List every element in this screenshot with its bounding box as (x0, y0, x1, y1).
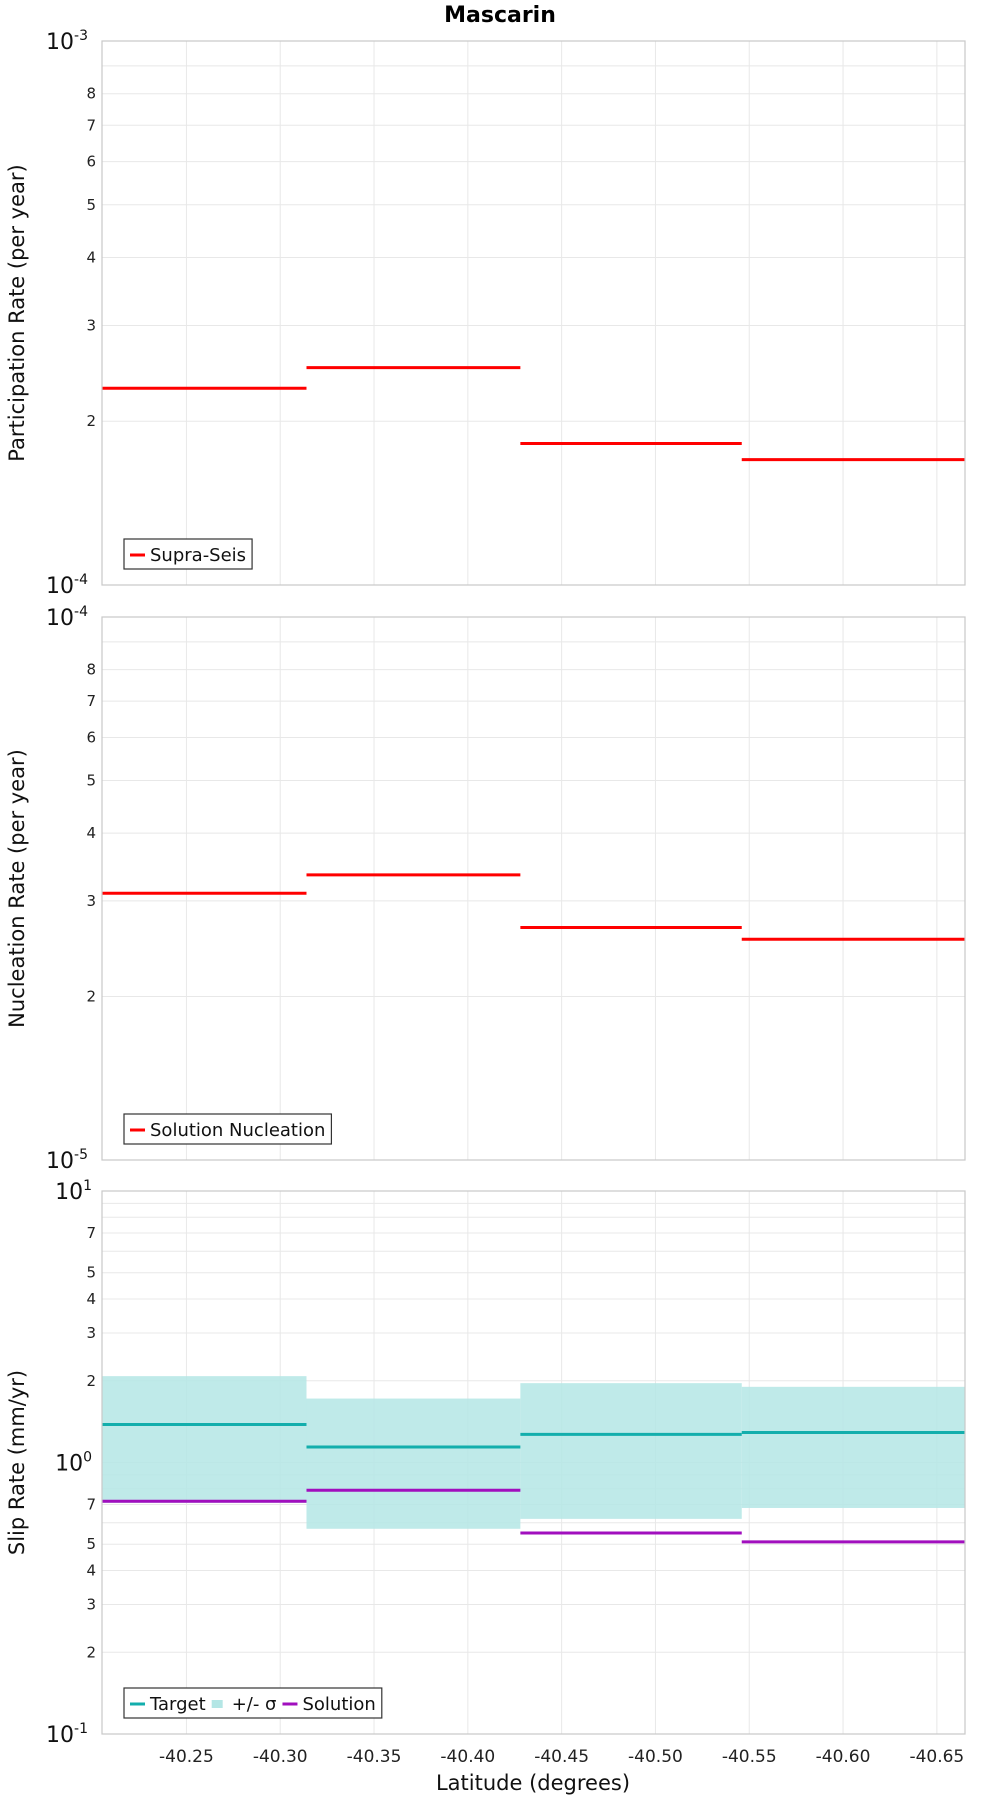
plot-frame (101, 616, 966, 1161)
y-axis-label: Participation Rate (per year) (5, 164, 29, 461)
y-tick-label: 5 (86, 196, 96, 214)
chart-panels: 2 3 4 5 6 7 8 10-3 10-4 Participation Rate (per y… (5, 28, 966, 1767)
legend: Solution Nucleation (123, 1113, 333, 1145)
y-tick-label: 3 (86, 892, 96, 910)
x-tick-label: -40.30 (253, 1747, 308, 1767)
x-tick-label: -40.60 (816, 1747, 871, 1767)
x-tick-label: -40.40 (440, 1747, 495, 1767)
y-tick-label: 3 (86, 1324, 96, 1342)
chart-title: Mascarin (444, 3, 556, 28)
y-axis-label: Nucleation Rate (per year) (5, 749, 29, 1028)
y-tick-label: 2 (86, 988, 96, 1006)
y-tick-label: 6 (86, 728, 96, 746)
legend: Target +/- σ Solution (123, 1687, 383, 1719)
x-tick-label: -40.50 (628, 1747, 683, 1767)
y-tick-label: 4 (86, 248, 96, 266)
plot-frame (101, 1190, 966, 1735)
panel-3: 2 3 4 5 7 2 3 4 5 7 101 100 10-1 Slip Rate (mm/yr) Tar… (5, 1178, 966, 1767)
y-tick-label: 7 (86, 116, 96, 134)
plot-frame (101, 40, 966, 586)
legend-box (123, 538, 253, 570)
x-tick-label: -40.55 (722, 1747, 777, 1767)
y-tick-label: 8 (86, 85, 96, 103)
y-major-label: 10-1 (46, 1721, 88, 1748)
x-tick-label: -40.35 (347, 1747, 402, 1767)
y-tick-label: 2 (86, 412, 96, 430)
panel-1: 2 3 4 5 6 7 8 10-3 10-4 Participation Rate (per y… (5, 28, 966, 599)
y-tick-label: 7 (86, 1224, 96, 1242)
y-tick-label: 4 (86, 824, 96, 842)
y-major-label: 10-4 (46, 572, 88, 599)
y-tick-label: 3 (86, 1595, 96, 1613)
legend-entry-label: Solution Nucleation (150, 1120, 325, 1141)
legend-entry-label: +/- σ (232, 1694, 277, 1715)
legend-entry-label: Supra-Seis (150, 545, 246, 566)
y-major-label: 10-4 (46, 604, 88, 631)
y-tick-label: 4 (86, 1562, 96, 1580)
x-tick-label: -40.65 (909, 1747, 964, 1767)
y-axis-label: Slip Rate (mm/yr) (5, 1370, 29, 1555)
y-major-label: 10-5 (46, 1147, 88, 1174)
sigma-band-segment (520, 1383, 742, 1519)
legend-box (123, 1687, 383, 1719)
y-tick-label: 4 (86, 1290, 96, 1308)
y-tick-label: 2 (86, 1372, 96, 1390)
legend-entry-label: Target (149, 1694, 206, 1715)
x-axis-label: Latitude (degrees) (436, 1771, 630, 1795)
legend-entry-label: Solution (302, 1694, 375, 1715)
y-tick-label: 3 (86, 316, 96, 334)
x-tick-label: -40.25 (159, 1747, 214, 1767)
y-tick-label: 8 (86, 661, 96, 679)
y-tick-label: 2 (86, 1643, 96, 1661)
panel-2: 2 3 4 5 6 7 8 10-4 10-5 Nucleation Rate (per year… (5, 604, 966, 1174)
y-tick-label: 6 (86, 153, 96, 171)
y-tick-label: 5 (86, 771, 96, 789)
y-major-label: 101 (55, 1178, 92, 1205)
legend-box (123, 1113, 333, 1145)
legend: Supra-Seis (123, 538, 253, 570)
y-tick-label: 7 (86, 1496, 96, 1514)
sigma-band-segment (306, 1398, 521, 1529)
sigma-band-segment (102, 1376, 307, 1503)
x-tick-label: -40.45 (534, 1747, 589, 1767)
y-tick-label: 7 (86, 692, 96, 710)
y-tick-label: 5 (86, 1535, 96, 1553)
legend-swatch-band (211, 1700, 223, 1708)
y-major-label: 100 (55, 1450, 92, 1477)
sigma-band-segment (741, 1386, 965, 1508)
y-tick-label: 5 (86, 1264, 96, 1282)
y-major-label: 10-3 (46, 28, 88, 55)
